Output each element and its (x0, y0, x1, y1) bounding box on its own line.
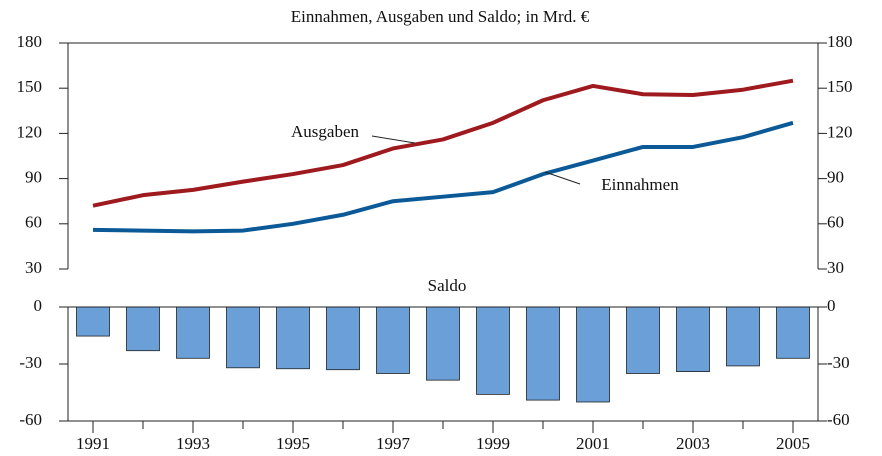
y-tick-label: 150 (827, 77, 853, 96)
bar (76, 306, 110, 337)
series-label: Ausgaben (291, 122, 359, 141)
y-tick-label: 150 (17, 77, 43, 96)
y-tick-label: 30 (827, 258, 844, 277)
bar (376, 306, 410, 374)
bar (276, 306, 310, 370)
y-tick-label: 90 (827, 168, 844, 187)
x-tick-label: 1997 (376, 434, 411, 453)
chart-title: Einnahmen, Ausgaben und Saldo; in Mrd. € (291, 7, 590, 26)
bar (576, 306, 610, 403)
y-tick-label: 60 (25, 213, 42, 232)
y-tick-label: 0 (34, 296, 43, 315)
leader-line (371, 135, 416, 144)
bar (226, 306, 260, 369)
y-tick-label: 120 (17, 122, 43, 141)
leader-line (544, 171, 581, 185)
y-tick-label: 60 (827, 213, 844, 232)
line-series (92, 120, 794, 234)
series-label: Einnahmen (601, 175, 679, 194)
bar (476, 306, 510, 395)
line-series (92, 78, 794, 208)
bar (126, 306, 160, 352)
y-tick-label: 90 (25, 168, 42, 187)
bar (326, 306, 360, 371)
x-tick-label: 2003 (676, 434, 710, 453)
y-tick-label: 0 (827, 296, 836, 315)
bar (726, 306, 760, 367)
y-tick-label: 180 (827, 32, 853, 51)
bar (776, 306, 810, 359)
bar (526, 306, 560, 401)
bar (676, 306, 710, 372)
bar (626, 306, 660, 374)
x-tick-label: 1991 (76, 434, 110, 453)
x-tick-label: 1993 (176, 434, 210, 453)
y-tick-label: 30 (25, 258, 42, 277)
x-tick-label: 1999 (476, 434, 510, 453)
y-tick-label: 120 (827, 122, 853, 141)
x-tick-label: 2001 (576, 434, 610, 453)
bar (426, 306, 460, 381)
bar (176, 306, 210, 359)
y-tick-label: -60 (19, 410, 42, 429)
panel-title: Saldo (428, 276, 467, 295)
x-tick-label: 1995 (276, 434, 310, 453)
y-tick-label: -30 (19, 353, 42, 372)
y-tick-label: -30 (827, 353, 850, 372)
y-tick-label: -60 (827, 410, 850, 429)
y-tick-label: 180 (17, 32, 43, 51)
x-tick-label: 2005 (776, 434, 810, 453)
